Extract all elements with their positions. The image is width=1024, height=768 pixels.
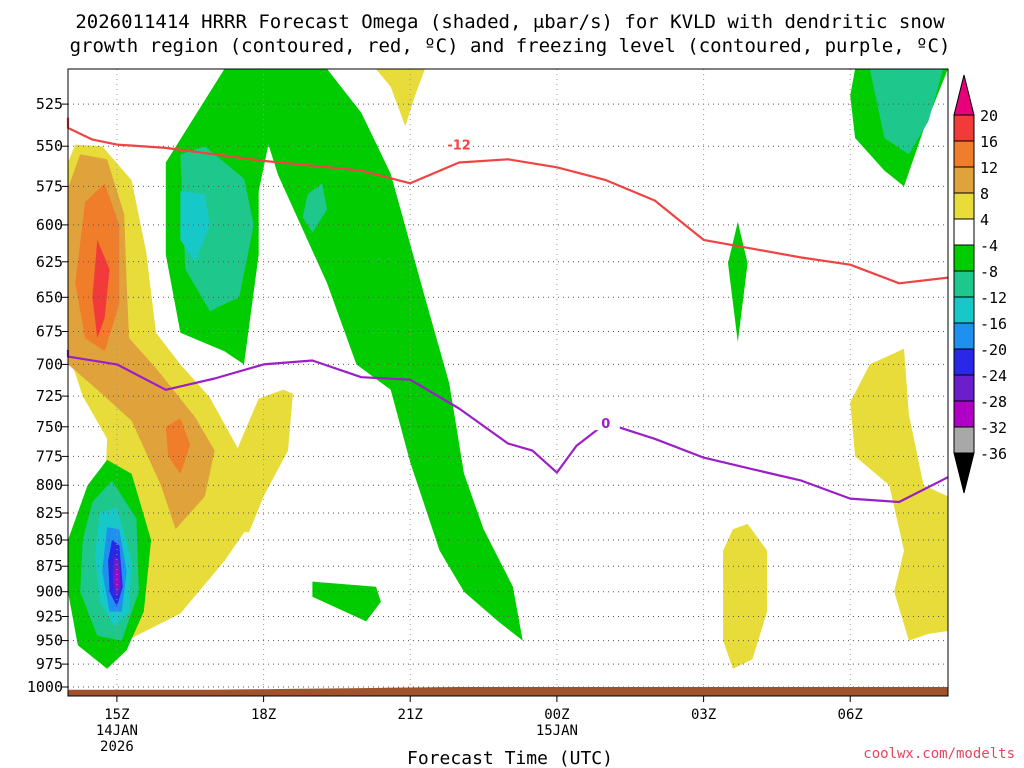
temperature-contours: -12 0 bbox=[66, 117, 949, 504]
colorbar-box--20--16 bbox=[953, 322, 975, 350]
colorbar-label-20: 20 bbox=[980, 107, 998, 125]
title-line-2: growth region (contoured, red, ºC) and f… bbox=[70, 35, 951, 57]
colorbar-box--36--32 bbox=[953, 426, 975, 454]
y-tick-label-975: 975 bbox=[36, 655, 63, 673]
colorbar-box--28--24 bbox=[953, 374, 975, 402]
y-tick-label-600: 600 bbox=[36, 216, 63, 234]
y-tick-label-675: 675 bbox=[36, 323, 63, 341]
ground-fill bbox=[68, 687, 948, 696]
x-tick-label-18Z: 18Z bbox=[251, 707, 276, 723]
contour-line-dgz-minus12 bbox=[66, 117, 949, 285]
shaded-region-west-red bbox=[92, 239, 110, 339]
plot-frame bbox=[67, 68, 949, 697]
colorbar-box-4-8 bbox=[953, 192, 975, 220]
colorbar-label--28: -28 bbox=[980, 393, 1007, 411]
colorbar-label--16: -16 bbox=[980, 315, 1007, 333]
colorbar-box-16-20 bbox=[953, 114, 975, 142]
colorbar-legend: 20 16 12 8 4 -4 -8 -12 -16 -20 -24 -28 -32 -36 bbox=[953, 74, 1007, 494]
y-tick-label-750: 750 bbox=[36, 418, 63, 436]
colorbar-label-12: 12 bbox=[980, 159, 998, 177]
colorbar-top-arrow bbox=[953, 74, 975, 116]
contour-line-freezing-level-0 bbox=[66, 350, 949, 504]
shaded-region-lower-orange-core bbox=[165, 418, 191, 474]
credit-text: coolwx.com/modelts bbox=[863, 746, 1015, 762]
shaded-region-green-teal-column bbox=[180, 146, 254, 312]
colorbar-box-12-16 bbox=[953, 140, 975, 168]
x-axis-title: Forecast Time (UTC) bbox=[407, 748, 613, 768]
colorbar-box--16--12 bbox=[953, 296, 975, 324]
colorbar-label--32: -32 bbox=[980, 419, 1007, 437]
y-tick-label-650: 650 bbox=[36, 288, 63, 306]
y-tick-label-925: 925 bbox=[36, 608, 63, 626]
x-tick-label-00Z: 00Z bbox=[544, 707, 569, 723]
y-tick-label-775: 775 bbox=[36, 447, 63, 465]
shaded-region-top-yellow-blob bbox=[376, 69, 425, 127]
contour-label-bg-freezing-level-0 bbox=[591, 416, 620, 431]
colorbar-box--8--4 bbox=[953, 244, 975, 272]
shaded-region-big-green-diagonal bbox=[165, 69, 523, 641]
colorbar-label--24: -24 bbox=[980, 367, 1007, 385]
colorbar-label--8: -8 bbox=[980, 263, 998, 281]
y-tick-label-800: 800 bbox=[36, 476, 63, 494]
chart-title: 2026011414 HRRR Forecast Omega (shaded, … bbox=[70, 11, 951, 57]
contour-label-dgz-minus12: -12 bbox=[447, 139, 471, 154]
x-tick-year-15Z: 2026 bbox=[100, 739, 134, 755]
y-tick-label-950: 950 bbox=[36, 632, 63, 650]
colorbar-bottom-arrow bbox=[953, 452, 975, 494]
colorbar-box--32--28 bbox=[953, 400, 975, 428]
y-tick-label-525: 525 bbox=[36, 95, 63, 113]
x-tick-label-03Z: 03Z bbox=[691, 707, 716, 723]
shaded-region-green-teal-small bbox=[302, 183, 328, 233]
contour-label-freezing-level-0: 0 bbox=[601, 417, 610, 432]
omega-shaded-regions bbox=[68, 69, 948, 669]
colorbar-label-16: 16 bbox=[980, 133, 998, 151]
y-tick-label-875: 875 bbox=[36, 557, 63, 575]
shaded-region-teal-upper-right bbox=[869, 69, 944, 155]
colorbar-box--4-4 bbox=[953, 218, 975, 246]
x-tick-sublabel-15Z: 14JAN bbox=[96, 723, 138, 739]
colorbar-box--24--20 bbox=[953, 348, 975, 376]
shaded-region-sw-magenta bbox=[115, 566, 119, 590]
colorbar-label--12: -12 bbox=[980, 289, 1007, 307]
colorbar-label-8: 8 bbox=[980, 185, 989, 203]
y-tick-label-700: 700 bbox=[36, 355, 63, 373]
y-tick-label-625: 625 bbox=[36, 253, 63, 271]
colorbar-label-4: 4 bbox=[980, 211, 989, 229]
colorbar-label--36: -36 bbox=[980, 445, 1007, 463]
shaded-region-mid-yellow-blob bbox=[219, 389, 293, 533]
y-tick-label-575: 575 bbox=[36, 177, 63, 195]
shaded-region-green-spike-03z bbox=[728, 221, 748, 343]
y-tick-label-900: 900 bbox=[36, 583, 63, 601]
y-tick-label-850: 850 bbox=[36, 531, 63, 549]
grid-lines bbox=[68, 69, 948, 696]
colorbar-box-8-12 bbox=[953, 166, 975, 194]
title-line-1: 2026011414 HRRR Forecast Omega (shaded, … bbox=[75, 11, 945, 33]
x-tick-label-15Z: 15Z bbox=[104, 707, 129, 723]
x-tick-sublabel-00Z: 15JAN bbox=[536, 723, 578, 739]
y-tick-label-1000: 1000 bbox=[27, 678, 63, 696]
x-tick-label-06Z: 06Z bbox=[838, 707, 863, 723]
x-tick-label-21Z: 21Z bbox=[398, 707, 423, 723]
y-tick-label-825: 825 bbox=[36, 504, 63, 522]
y-axis: 525 550 575 600 625 650 675 700 725 750 775 800 825 8… bbox=[27, 95, 68, 696]
shaded-region-right-yellow-blob bbox=[850, 348, 948, 641]
shaded-region-green-cyan-core bbox=[180, 191, 210, 262]
y-tick-label-725: 725 bbox=[36, 387, 63, 405]
colorbar-box--12--8 bbox=[953, 270, 975, 298]
y-tick-label-550: 550 bbox=[36, 137, 63, 155]
colorbar-label--20: -20 bbox=[980, 341, 1007, 359]
ground-layer bbox=[68, 687, 948, 696]
contour-label-bg-dgz-minus12 bbox=[445, 137, 474, 152]
colorbar-label--4: -4 bbox=[980, 237, 998, 255]
shaded-region-mid-right-yellow-blob bbox=[723, 523, 768, 669]
